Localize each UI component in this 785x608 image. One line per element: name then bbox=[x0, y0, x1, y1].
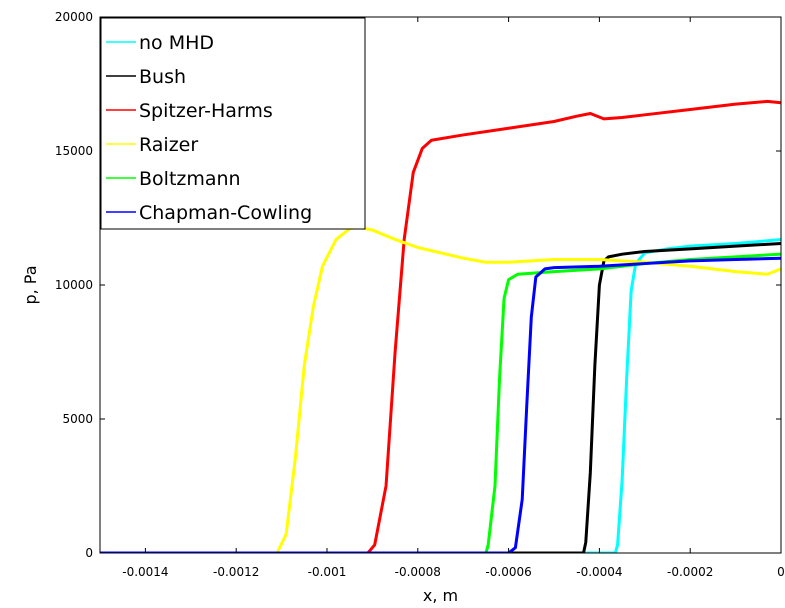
x-tick-label: -0.0008 bbox=[395, 565, 441, 579]
legend-label-2: Spitzer-Harms bbox=[139, 100, 273, 122]
x-tick-label: -0.0014 bbox=[122, 565, 168, 579]
y-axis-title: p, Pa bbox=[21, 265, 40, 304]
y-tick-label: 5000 bbox=[62, 412, 93, 426]
x-tick-label: 0 bbox=[777, 565, 785, 579]
legend-label-3: Raizer bbox=[139, 134, 198, 156]
y-tick-label: 20000 bbox=[55, 10, 93, 24]
series-line-5 bbox=[100, 256, 781, 553]
x-tick-label: -0.0004 bbox=[576, 565, 622, 579]
legend-box bbox=[100, 17, 366, 230]
y-tick-label: 0 bbox=[85, 546, 93, 560]
legend-label-4: Boltzmann bbox=[139, 168, 241, 190]
series-layer bbox=[100, 99, 781, 553]
legend-label-1: Bush bbox=[139, 66, 186, 88]
legend-label-0: no MHD bbox=[139, 32, 214, 54]
series-line-2 bbox=[100, 99, 781, 553]
x-tick-label: -0.0002 bbox=[667, 565, 713, 579]
legend: no MHD Bush Spitzer-Harms Raizer Boltzmann Ch… bbox=[100, 17, 366, 230]
y-tick-label: 10000 bbox=[55, 278, 93, 292]
ticks-layer: -0.0014 -0.0012 -0.001 -0.0008 -0.0006 -0.000… bbox=[55, 10, 785, 579]
legend-label-5: Chapman-Cowling bbox=[139, 202, 312, 224]
x-tick-label: -0.0006 bbox=[485, 565, 531, 579]
x-tick-label: -0.0012 bbox=[213, 565, 259, 579]
x-axis-title: x, m bbox=[423, 586, 458, 605]
y-tick-label: 15000 bbox=[55, 144, 93, 158]
x-tick-label: -0.001 bbox=[308, 565, 347, 579]
